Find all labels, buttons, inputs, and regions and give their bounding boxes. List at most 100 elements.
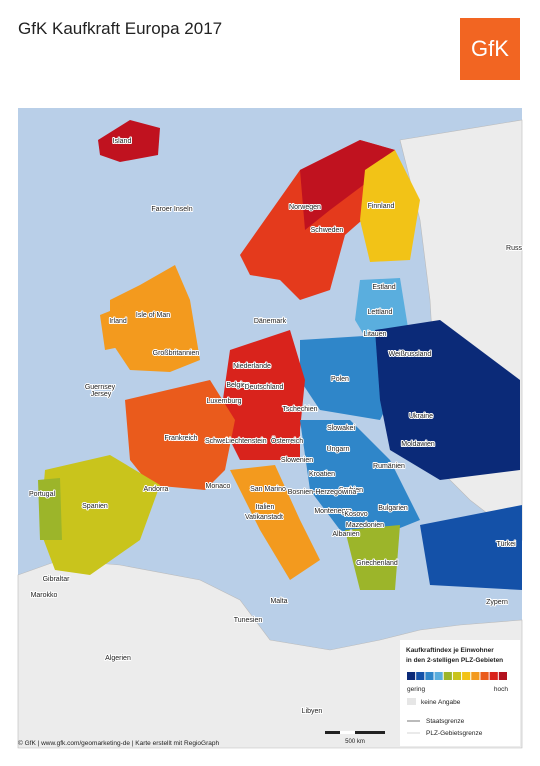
country-label: Spanien <box>82 503 108 510</box>
country-label: Polen <box>331 376 349 383</box>
greece <box>345 525 400 590</box>
country-label: Bosnien-Herzegowina <box>288 489 357 496</box>
legend-swatch <box>480 672 489 680</box>
legend-title: in den 2-stelligen PLZ-Gebieten <box>406 657 503 664</box>
country-label: Belgien <box>226 382 249 389</box>
country-label: Türkei <box>496 541 516 548</box>
balkans <box>300 420 420 540</box>
italy <box>230 465 320 580</box>
legend-swatch <box>416 672 425 680</box>
scale-bar-gap <box>340 731 355 734</box>
scale-label: 500 km <box>345 739 365 745</box>
country-label: Rumänien <box>373 463 405 470</box>
country-label: Finnland <box>368 203 395 210</box>
central <box>220 330 305 460</box>
country-label: Faroer Inseln <box>151 206 192 213</box>
logo: GfK <box>471 36 509 61</box>
ireland <box>100 305 130 350</box>
country-label: Lettland <box>368 309 393 316</box>
no-data-swatch <box>407 698 416 705</box>
country-label: Portugal <box>29 491 56 498</box>
poland <box>300 335 400 420</box>
country-label: Litauen <box>364 331 387 338</box>
legend-title: Kaufkraftindex je Einwohner <box>406 647 494 654</box>
country-label: Isle of Man <box>136 312 170 319</box>
legend-swatch <box>434 672 443 680</box>
country-label: Bulgarien <box>378 505 408 512</box>
iceland <box>98 120 160 162</box>
country-label: Italien <box>256 504 275 511</box>
turkey <box>420 505 522 590</box>
country-label: Jersey <box>91 391 112 398</box>
footer: © GfK | www.gfk.com/geomarketing-de | Ka… <box>18 739 219 747</box>
country-label: San Marino <box>250 486 286 493</box>
legend-state-border: Staatsgrenze <box>426 718 465 725</box>
portugal <box>38 478 62 540</box>
legend-swatch <box>425 672 434 680</box>
country-label: Niederlande <box>233 363 271 370</box>
country-label: Kroatien <box>309 471 335 478</box>
country-label: Griechenland <box>356 560 398 567</box>
iberia <box>40 455 160 575</box>
country-label: Tschechien <box>282 406 317 413</box>
country-label: Estland <box>372 284 395 291</box>
country-label: Serbien <box>339 487 363 494</box>
country-label: Liechtenstein <box>225 438 266 445</box>
legend-swatch <box>452 672 462 680</box>
country-label: Gibraltar <box>43 576 71 583</box>
country-label: Montenegro <box>314 508 351 515</box>
country-label: Ungarn <box>327 446 350 453</box>
norway <box>300 140 395 230</box>
legend-swatch <box>489 672 498 680</box>
country-label: Weißrussland <box>389 351 432 358</box>
country-label: Norwegen <box>289 204 321 211</box>
country-label: Moldawien <box>401 441 435 448</box>
country-label: Russ <box>506 245 522 252</box>
legend-high: hoch <box>494 686 508 693</box>
country-label: Kosovo <box>344 511 367 518</box>
logo-box <box>460 18 520 80</box>
country-label: Slowenien <box>281 457 313 464</box>
country-label: Schweden <box>311 227 344 234</box>
country-label: Deutschland <box>245 384 284 391</box>
country-label: Andorra <box>144 486 169 493</box>
country-label: Slowakei <box>327 425 355 432</box>
africa <box>17 559 523 749</box>
country-label: Guernsey <box>85 384 116 391</box>
finland <box>360 150 420 262</box>
country-label: Libyen <box>302 708 323 715</box>
legend-plz-border: PLZ-Gebietsgrenze <box>426 730 483 737</box>
country-label: Monaco <box>206 483 231 490</box>
country-label: Algerien <box>105 655 131 662</box>
legend-swatch <box>471 672 480 680</box>
east <box>375 320 520 480</box>
legend-box <box>400 640 520 746</box>
legend-swatch <box>498 672 507 680</box>
country-label: Zypern <box>486 599 508 606</box>
map <box>17 108 523 749</box>
legend-low: gering <box>407 686 425 693</box>
country-label: Österreich <box>271 437 303 445</box>
country-label: Tunesien <box>234 617 263 624</box>
country-label: Irland <box>109 318 127 325</box>
country-label: Ukraine <box>409 413 433 420</box>
france <box>125 380 235 490</box>
country-label: Mazedonien <box>346 522 384 529</box>
title: GfK Kaufkraft Europa 2017 <box>18 19 222 38</box>
country-label: Luxemburg <box>206 398 241 405</box>
legend-swatch <box>462 672 471 680</box>
country-label: Malta <box>270 598 287 605</box>
legend-swatch <box>407 672 416 680</box>
country-label: Großbritannien <box>153 350 200 357</box>
country-label: Frankreich <box>164 435 197 442</box>
country-label: Marokko <box>31 592 58 599</box>
country-label: Vatikanstadt <box>245 514 283 521</box>
britain <box>110 265 200 372</box>
country-label: Dänemark <box>254 318 287 325</box>
legend-swatch <box>443 672 452 680</box>
legend-no-data: keine Angabe <box>421 699 461 706</box>
country-label: Albanien <box>332 531 359 538</box>
country-label: Schweiz <box>205 438 232 445</box>
country-label: Island <box>113 138 132 145</box>
